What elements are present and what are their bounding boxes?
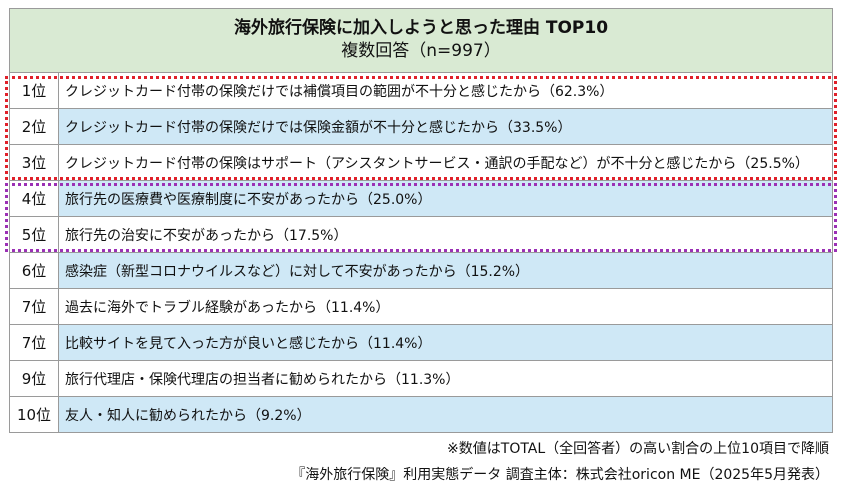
table-row: 10位 友人・知人に勧められたから（9.2%）: [10, 397, 833, 433]
rank-cell: 1位: [10, 73, 59, 109]
reason-cell: 過去に海外でトラブル経験があったから（11.4%）: [59, 289, 833, 325]
ranking-table: 海外旅行保険に加入しようと思った理由 TOP10 複数回答（n=997） 1位 …: [9, 8, 833, 433]
reason-cell: 友人・知人に勧められたから（9.2%）: [59, 397, 833, 433]
reason-cell: 旅行先の医療費や医療制度に不安があったから（25.0%）: [59, 181, 833, 217]
rank-cell: 5位: [10, 217, 59, 253]
reason-cell: クレジットカード付帯の保険だけでは保険金額が不十分と感じたから（33.5%）: [59, 109, 833, 145]
reason-cell: 比較サイトを見て入った方が良いと感じたから（11.4%）: [59, 325, 833, 361]
table-row: 1位 クレジットカード付帯の保険だけでは補償項目の範囲が不十分と感じたから（62…: [10, 73, 833, 109]
source-credit: 『海外旅行保険』利用実態データ 調査主体：株式会社oricon ME（2025年…: [291, 467, 829, 483]
table-row: 3位 クレジットカード付帯の保険はサポート（アシスタントサービス・通訳の手配など…: [10, 145, 833, 181]
table-row: 6位 感染症（新型コロナウイルスなど）に対して不安があったから（15.2%）: [10, 253, 833, 289]
rank-cell: 9位: [10, 361, 59, 397]
table-row: 4位 旅行先の医療費や医療制度に不安があったから（25.0%）: [10, 181, 833, 217]
rank-cell: 10位: [10, 397, 59, 433]
reason-cell: クレジットカード付帯の保険はサポート（アシスタントサービス・通訳の手配など）が不…: [59, 145, 833, 181]
rank-cell: 3位: [10, 145, 59, 181]
footnote: ※数値はTOTAL（全回答者）の高い割合の上位10項目で降順: [447, 441, 829, 457]
table-row: 9位 旅行代理店・保険代理店の担当者に勧められたから（11.3%）: [10, 361, 833, 397]
rank-cell: 4位: [10, 181, 59, 217]
table-row: 5位 旅行先の治安に不安があったから（17.5%）: [10, 217, 833, 253]
rank-cell: 6位: [10, 253, 59, 289]
reason-cell: 感染症（新型コロナウイルスなど）に対して不安があったから（15.2%）: [59, 253, 833, 289]
rank-cell: 2位: [10, 109, 59, 145]
rank-cell: 7位: [10, 289, 59, 325]
reason-cell: 旅行先の治安に不安があったから（17.5%）: [59, 217, 833, 253]
rank-cell: 7位: [10, 325, 59, 361]
table-header: 海外旅行保険に加入しようと思った理由 TOP10 複数回答（n=997）: [10, 9, 833, 73]
table-title: 海外旅行保険に加入しようと思った理由 TOP10: [233, 18, 609, 38]
table-row: 7位 過去に海外でトラブル経験があったから（11.4%）: [10, 289, 833, 325]
table-subtitle: 複数回答（n=997）: [341, 41, 501, 61]
reason-cell: クレジットカード付帯の保険だけでは補償項目の範囲が不十分と感じたから（62.3%…: [59, 73, 833, 109]
reason-cell: 旅行代理店・保険代理店の担当者に勧められたから（11.3%）: [59, 361, 833, 397]
table-row: 2位 クレジットカード付帯の保険だけでは保険金額が不十分と感じたから（33.5%…: [10, 109, 833, 145]
table-row: 7位 比較サイトを見て入った方が良いと感じたから（11.4%）: [10, 325, 833, 361]
